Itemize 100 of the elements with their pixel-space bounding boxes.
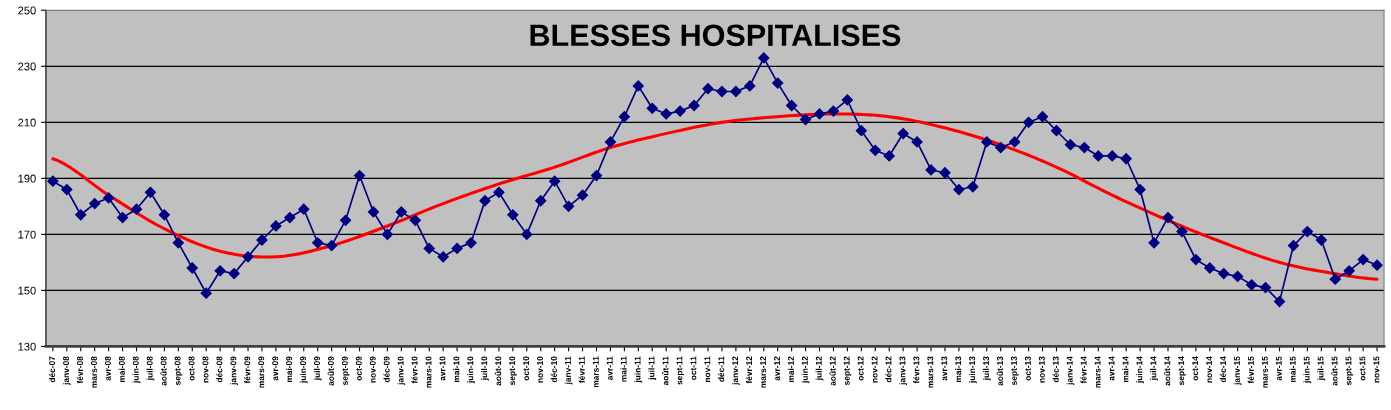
x-tick-label: févr-11 xyxy=(578,356,585,383)
x-tick-label: sept-09 xyxy=(341,356,350,386)
y-tick-label: 130 xyxy=(18,342,36,351)
x-tick-label: mars-13 xyxy=(927,356,934,388)
x-tick-label: août-14 xyxy=(1163,356,1171,386)
x-tick-label: juil-15 xyxy=(1317,356,1326,381)
x-tick-label: nov-10 xyxy=(537,356,543,383)
x-tick-label: mai-15 xyxy=(1289,356,1296,383)
x-tick-label: nov-08 xyxy=(202,356,209,383)
x-tick-label: oct-14 xyxy=(1192,356,1199,381)
x-tick-label: févr-08 xyxy=(76,356,83,384)
x-tick-label: nov-11 xyxy=(704,356,711,383)
x-tick-label: juin-11 xyxy=(634,356,643,383)
x-tick-label: sept-10 xyxy=(509,356,517,386)
x-tick-label: juin-13 xyxy=(968,356,977,384)
x-tick-label: janv-14 xyxy=(1066,356,1075,386)
y-tick-label: 230 xyxy=(18,62,36,71)
x-tick-label: juil-08 xyxy=(146,356,155,381)
x-tick-label: mars-14 xyxy=(1094,356,1101,388)
x-tick-label: oct-09 xyxy=(355,356,362,381)
x-tick-label: janv-11 xyxy=(564,356,573,385)
y-tick-label: 250 xyxy=(18,6,36,15)
x-tick-label: avr-08 xyxy=(104,356,111,381)
x-tick-label: mars-12 xyxy=(760,356,766,388)
x-tick-label: janv-09 xyxy=(230,356,238,386)
x-tick-label: oct-11 xyxy=(690,356,697,380)
x-tick-label: avr-13 xyxy=(941,356,948,381)
x-tick-label: juil-09 xyxy=(313,356,322,381)
x-tick-label: oct-10 xyxy=(523,356,530,381)
x-tick-label: juil-13 xyxy=(982,356,991,381)
x-tick-label: nov-12 xyxy=(871,356,878,383)
x-tick-label: sept-11 xyxy=(676,356,685,385)
x-tick-label: oct-13 xyxy=(1024,356,1031,381)
x-tick-label: janv-13 xyxy=(899,356,908,386)
x-tick-label: févr-15 xyxy=(1247,356,1254,384)
x-tick-label: déc-13 xyxy=(1052,356,1059,383)
y-tick-label: 210 xyxy=(18,118,36,127)
x-tick-label: août-10 xyxy=(494,356,502,386)
x-tick-label: mars-15 xyxy=(1261,356,1268,388)
x-tick-label: juin-10 xyxy=(467,356,475,384)
x-tick-label: févr-13 xyxy=(913,356,920,384)
x-tick-label: oct-08 xyxy=(188,356,195,381)
x-tick-label: janv-15 xyxy=(1233,356,1242,386)
x-tick-label: mars-09 xyxy=(258,356,265,388)
x-tick-label: avr-15 xyxy=(1275,356,1282,381)
x-tick-label: mai-13 xyxy=(955,356,962,383)
x-tick-label: oct-15 xyxy=(1359,356,1366,381)
x-tick-label: juin-14 xyxy=(1136,356,1144,384)
x-tick-label: mars-08 xyxy=(91,356,97,388)
x-tick-label: juin-09 xyxy=(299,356,308,384)
x-tick-label: déc-07 xyxy=(48,356,56,383)
x-tick-label: déc-14 xyxy=(1219,356,1226,383)
y-tick-label: 150 xyxy=(18,286,36,295)
x-tick-label: juil-10 xyxy=(481,356,489,381)
y-tick-label: 190 xyxy=(18,174,36,183)
x-tick-label: févr-14 xyxy=(1080,356,1087,384)
chart-title: BLESSES HOSPITALISES xyxy=(530,24,901,47)
x-tick-label: nov-14 xyxy=(1206,356,1213,383)
x-tick-label: janv-12 xyxy=(732,356,740,386)
x-tick-label: sept-13 xyxy=(1011,356,1019,386)
x-tick-label: févr-12 xyxy=(745,356,753,384)
x-tick-label: janv-08 xyxy=(62,356,71,386)
x-tick-label: déc-09 xyxy=(383,356,390,383)
x-tick-label: juil-14 xyxy=(1150,356,1158,381)
x-tick-label: juil-12 xyxy=(815,356,824,381)
x-tick-label: déc-12 xyxy=(885,356,892,383)
x-tick-label: août-11 xyxy=(662,356,669,386)
x-tick-label: juin-12 xyxy=(801,356,810,384)
x-tick-label: sept-08 xyxy=(174,356,183,386)
x-tick-label: sept-12 xyxy=(843,356,852,386)
x-tick-label: juin-08 xyxy=(132,356,141,384)
x-tick-label: août-12 xyxy=(829,356,836,386)
x-tick-label: mai-14 xyxy=(1122,356,1129,383)
x-tick-label: juil-11 xyxy=(648,356,657,380)
x-tick-label: mai-11 xyxy=(620,356,627,382)
x-tick-label: avr-10 xyxy=(439,356,446,381)
x-tick-label: oct-12 xyxy=(857,356,864,381)
x-tick-label: nov-13 xyxy=(1038,356,1045,383)
x-tick-label: avr-09 xyxy=(272,356,279,381)
x-tick-label: déc-10 xyxy=(550,356,557,383)
x-tick-label: avr-11 xyxy=(606,356,613,381)
x-tick-label: mai-12 xyxy=(787,356,794,383)
x-tick-label: août-13 xyxy=(996,356,1003,386)
x-tick-label: août-08 xyxy=(160,356,167,386)
x-tick-label: sept-14 xyxy=(1178,356,1186,386)
x-tick-label: nov-09 xyxy=(369,356,376,383)
x-tick-label: déc-11 xyxy=(717,356,725,382)
x-tick-label: mars-10 xyxy=(425,356,432,388)
x-tick-label: juin-15 xyxy=(1303,356,1312,384)
x-tick-label: avr-14 xyxy=(1108,356,1115,381)
x-tick-label: nov-15 xyxy=(1373,356,1380,383)
x-tick-label: mai-10 xyxy=(453,356,460,383)
x-tick-label: août-09 xyxy=(327,356,334,386)
x-tick-label: janv-10 xyxy=(397,356,406,386)
x-tick-label: févr-10 xyxy=(411,356,418,384)
x-tick-label: févr-09 xyxy=(244,356,251,384)
x-tick-label: mai-09 xyxy=(285,356,293,383)
x-tick-label: août-15 xyxy=(1331,356,1338,386)
x-tick-label: sept-15 xyxy=(1345,356,1354,386)
x-tick-label: avr-12 xyxy=(774,356,780,381)
